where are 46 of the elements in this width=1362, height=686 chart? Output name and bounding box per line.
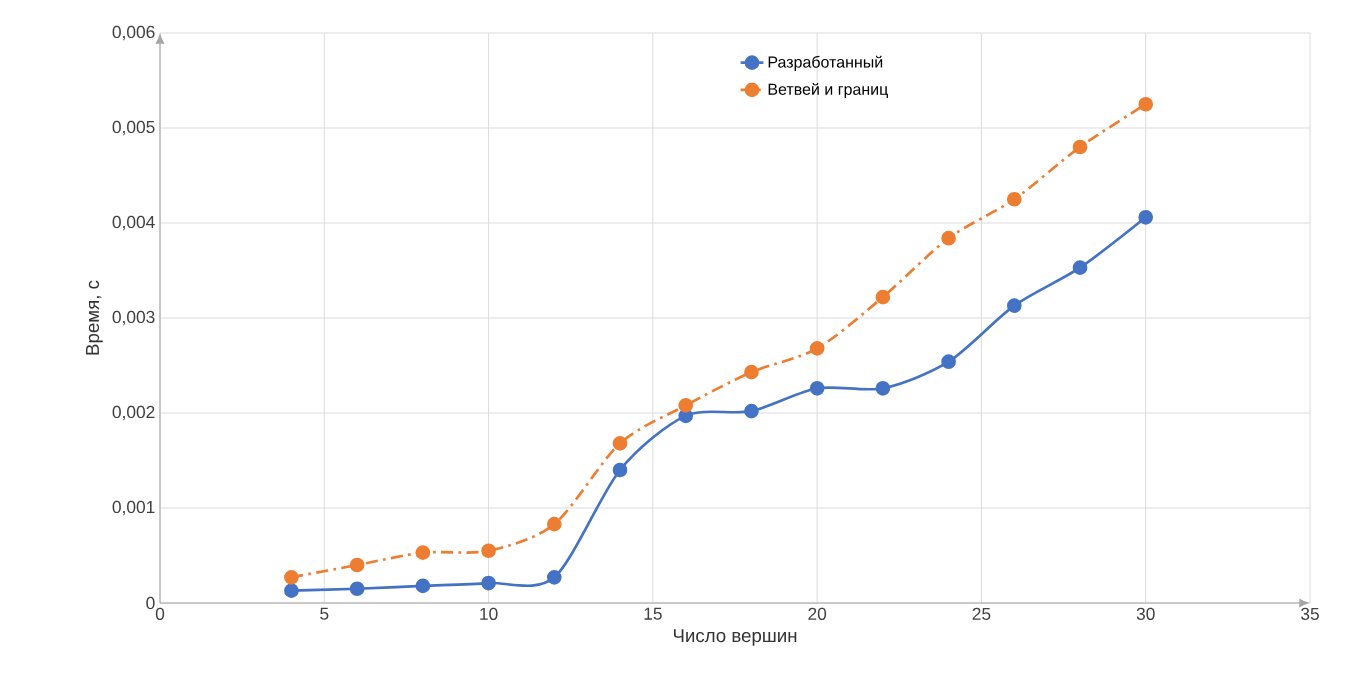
point	[481, 575, 496, 591]
y-tick-label: 0,004	[112, 215, 155, 231]
x-tick-label: 5	[320, 607, 329, 620]
x-tick-label: 15	[644, 607, 662, 620]
point	[415, 545, 431, 560]
point	[941, 354, 956, 370]
point	[349, 581, 365, 597]
x-tick-label: 0	[155, 607, 165, 620]
y-tick-label: 0,006	[112, 25, 155, 41]
point	[349, 557, 365, 573]
point	[481, 543, 496, 559]
point	[284, 570, 299, 585]
y-tick-label: 0,002	[112, 405, 155, 421]
y-tick-label: 0,003	[112, 310, 155, 326]
point	[1006, 298, 1022, 313]
point	[744, 403, 759, 419]
y-tick-label: 0	[146, 596, 155, 610]
x-tick-label: 35	[1301, 607, 1319, 620]
point	[1072, 139, 1088, 155]
point	[612, 436, 628, 451]
x-axis-title: Число вершин	[673, 629, 797, 646]
point	[744, 364, 759, 380]
point	[678, 398, 694, 413]
legend-label: Разработанный	[768, 55, 883, 71]
point	[1006, 191, 1022, 207]
legend-label: Ветвей и границ	[768, 82, 888, 99]
x-tick-label: 20	[808, 607, 827, 620]
point	[875, 289, 891, 305]
point	[1072, 260, 1088, 275]
point	[284, 583, 299, 598]
point	[1138, 209, 1154, 225]
point	[546, 516, 562, 532]
y-axis-title: Время, с	[86, 280, 103, 355]
point	[546, 570, 562, 585]
y-tick-label: 0,001	[112, 500, 155, 516]
y-tick-label: 0,005	[112, 120, 155, 136]
x-tick-label: 10	[480, 607, 498, 620]
point	[809, 380, 825, 396]
point	[809, 341, 825, 356]
point	[941, 230, 956, 246]
point	[415, 578, 431, 594]
point	[612, 462, 628, 478]
x-tick-label: 25	[972, 607, 991, 620]
x-tick-label: 30	[1136, 607, 1155, 620]
point	[1138, 96, 1154, 112]
point	[875, 380, 891, 396]
